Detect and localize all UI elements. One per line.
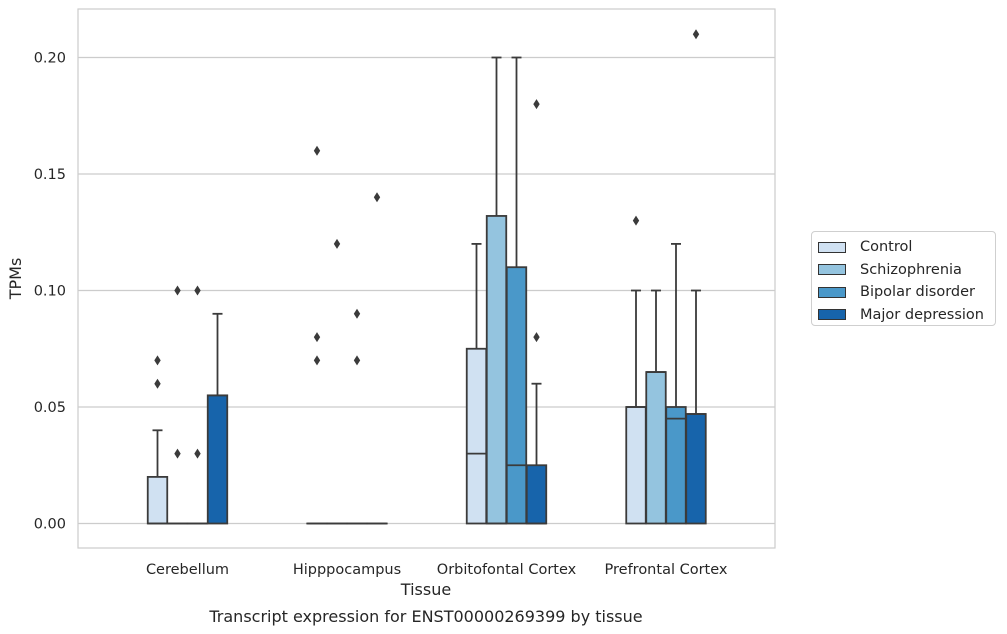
box-body xyxy=(146,475,169,525)
legend-label: Schizophrenia xyxy=(860,261,962,278)
legend-swatch xyxy=(818,286,846,298)
y-tick-label: 0.05 xyxy=(34,400,66,416)
outlier-point xyxy=(313,332,321,343)
box-body xyxy=(525,464,548,525)
outlier-point xyxy=(313,355,321,366)
x-tick-label: Orbitofontal Cortex xyxy=(437,562,577,578)
box-body xyxy=(485,215,508,525)
box xyxy=(306,145,328,525)
legend: Control Schizophrenia Bipolar disorder Majo… xyxy=(811,231,996,326)
outlier-point xyxy=(313,145,321,156)
x-axis-label: Tissue xyxy=(400,580,451,599)
box xyxy=(166,285,189,525)
x-tick-label: Prefrontal Cortex xyxy=(605,562,728,578)
legend-item: Control xyxy=(818,236,995,259)
outlier-point xyxy=(154,355,161,366)
box-body xyxy=(465,347,488,525)
legend-item: Bipolar disorder xyxy=(818,281,995,304)
legend-swatch xyxy=(818,264,846,276)
y-tick-label: 0.00 xyxy=(34,517,66,533)
outlier-point xyxy=(194,448,201,459)
x-tick-label: Hipppocampus xyxy=(293,562,401,578)
outlier-point xyxy=(194,285,201,296)
box xyxy=(625,215,647,525)
legend-item: Major depression xyxy=(818,304,995,327)
x-axis-ticks: Cerebellum Hipppocampus Orbitofontal Corte… xyxy=(146,562,728,578)
y-tick-label: 0.20 xyxy=(34,51,66,67)
box-body xyxy=(505,266,528,525)
legend-swatch xyxy=(818,309,846,321)
box xyxy=(206,312,229,525)
y-tick-label: 0.10 xyxy=(34,284,66,300)
box-body xyxy=(665,406,687,525)
outlier-point xyxy=(373,192,381,203)
box xyxy=(366,192,388,525)
legend-swatch xyxy=(818,241,846,253)
outlier-point xyxy=(692,29,700,40)
outlier-point xyxy=(333,238,341,249)
y-tick-label: 0.15 xyxy=(34,167,66,183)
box xyxy=(645,289,667,525)
plot-frame xyxy=(77,8,776,549)
box xyxy=(525,99,548,525)
box-series xyxy=(146,29,707,525)
box xyxy=(326,238,348,525)
legend-item: Schizophrenia xyxy=(818,259,995,282)
chart-caption: Transcript expression for ENST0000026939… xyxy=(208,607,642,626)
outlier-point xyxy=(353,355,361,366)
box xyxy=(465,242,488,525)
outlier-point xyxy=(533,99,540,110)
box-body xyxy=(645,371,667,525)
x-tick-label: Cerebellum xyxy=(146,562,229,578)
box xyxy=(505,56,528,525)
box xyxy=(685,29,707,525)
outlier-point xyxy=(353,308,361,319)
outlier-point xyxy=(154,378,161,389)
box xyxy=(485,56,508,525)
y-axis-ticks: 0.00 0.05 0.10 0.15 0.20 xyxy=(34,51,66,533)
outlier-point xyxy=(174,448,181,459)
legend-label: Control xyxy=(860,239,913,256)
box xyxy=(665,242,687,525)
y-axis-label: TPMs xyxy=(6,258,25,301)
box xyxy=(346,308,368,525)
outlier-point xyxy=(174,285,181,296)
outlier-point xyxy=(533,332,540,343)
box xyxy=(146,355,169,525)
legend-label: Bipolar disorder xyxy=(860,284,975,301)
legend-label: Major depression xyxy=(860,306,984,323)
box-body xyxy=(685,413,707,525)
box-body xyxy=(625,406,647,525)
box-body xyxy=(206,394,229,525)
outlier-point xyxy=(632,215,640,226)
box xyxy=(186,285,209,525)
